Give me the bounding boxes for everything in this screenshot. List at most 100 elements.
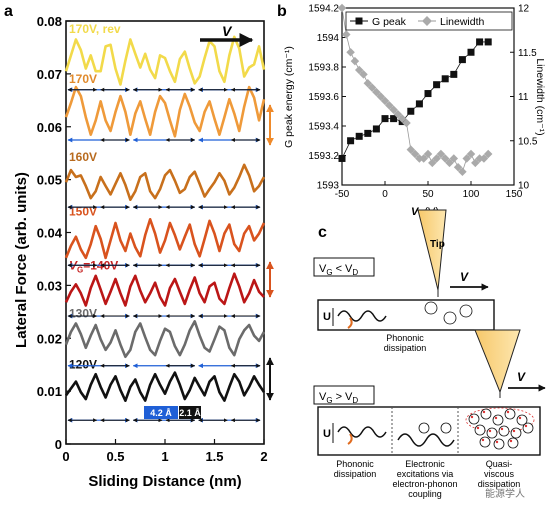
fluid-carrier-dot (494, 416, 498, 420)
regime-low-sub2: D (352, 268, 358, 277)
electronic-excitation-3: electron-phonon (392, 479, 457, 489)
linewidth-point (483, 149, 493, 159)
excited-electron-1 (418, 422, 430, 434)
gpeak-point (381, 115, 389, 123)
linewidth-point (466, 149, 476, 159)
spacing-box-2-1 (179, 406, 201, 419)
panel-b-ytick-right-label: 10 (518, 181, 530, 192)
linewidth-point (402, 118, 411, 128)
trace-label-0: 170V, rev (69, 22, 121, 36)
panel-a-ytick-label: 0.08 (37, 14, 62, 29)
legend-linewidth-label: Linewidth (440, 16, 485, 28)
linewidth-point (367, 83, 377, 92)
regime-low-v1: V (319, 263, 327, 275)
linewidth-point (479, 154, 489, 163)
fluid-carrier (493, 438, 505, 450)
panel-a: a Lateral Force (arb. units) Sliding Dis… (4, 3, 274, 490)
spacing-box-4-2 (144, 406, 178, 419)
carrier-1 (424, 301, 438, 315)
panel-a-xtick-label: 1 (161, 449, 168, 464)
fluid-carrier-dot (512, 429, 516, 433)
fluid-carrier-dot (524, 424, 528, 428)
linewidth-point (410, 149, 420, 159)
legend-gpeak-marker (355, 17, 363, 25)
fluid-carrier (468, 413, 480, 425)
excited-electron-2 (440, 422, 452, 434)
gpeak-point (338, 154, 346, 162)
trace-4 (64, 272, 265, 307)
panel-a-spacing-arrows (67, 87, 261, 423)
panel-b-xtick-label: 100 (463, 189, 480, 200)
afm-tip-bottom (474, 329, 521, 394)
gpeak-point (433, 81, 441, 89)
trace-3 (64, 217, 266, 260)
regime-label-high: VG > VD (319, 391, 358, 405)
fluid-carrier (492, 414, 504, 426)
series-line-1 (341, 7, 489, 173)
gpeak-point (467, 48, 475, 56)
panel-b-ytick-left-label: 1594 (317, 33, 340, 44)
gpeak-point (407, 107, 415, 115)
linewidth-point (462, 154, 471, 163)
linewidth-point (428, 158, 437, 168)
panel-b-ticks: -50 0 50 100 150 1594.2 1594 1593.8 1593.6 1593.4… (308, 4, 537, 201)
regime-high-sub2: D (352, 396, 358, 405)
fluid-carrier-dot (500, 427, 504, 431)
fluid-carrier (504, 408, 516, 420)
trace-0 (64, 35, 266, 86)
linewidth-point (363, 78, 373, 88)
linewidth-point (419, 154, 428, 163)
electronic-excitation-1: Electronic (405, 459, 445, 469)
regime-low-sub1: G (326, 268, 332, 277)
trace-label-sub: G (77, 266, 83, 275)
u-label-top: U (323, 311, 331, 323)
gpeak-point (355, 132, 363, 140)
panel-a-xtick-label: 2 (260, 449, 267, 464)
fluid-carrier-dot (518, 416, 522, 420)
phononic-dissipation-bottom-2: dissipation (334, 469, 377, 479)
panel-b-xtick-label: 0 (382, 189, 388, 200)
trace-1 (64, 85, 266, 138)
panel-b-xtick-label: 50 (422, 189, 434, 200)
fluid-carriers (468, 408, 534, 450)
trace-label-4: VG=140V (69, 259, 118, 275)
gpeak-point (372, 125, 380, 133)
carrier-3 (459, 304, 473, 318)
panel-b-letter: b (277, 3, 287, 20)
gpeak-point (450, 70, 458, 78)
panel-b-ytick-right-label: 12 (518, 4, 530, 15)
fluid-carrier-dot (488, 429, 492, 433)
linewidth-point (380, 96, 390, 106)
quasi-viscous-1: Quasi- (486, 459, 513, 469)
panel-b-ytick-left-label: 1594.2 (308, 4, 339, 15)
dissipation-squiggle-bottom (347, 433, 353, 445)
linewidth-point (354, 65, 364, 75)
phononic-dissipation-bottom-1: Phononic (336, 459, 374, 469)
linewidth-point (397, 114, 407, 123)
panel-c: c Tip V VG < VD U Phononic dissipation V V… (313, 209, 546, 500)
trace-label-6: 120V (69, 358, 97, 372)
panel-b-ylabel-right: Linewidth (cm⁻¹) (534, 58, 546, 135)
tip-label: Tip (430, 239, 445, 250)
regime-label-low: VG < VD (319, 263, 358, 277)
linewidth-point (432, 154, 441, 163)
fluid-carrier-dot (481, 438, 485, 442)
linewidth-point (389, 105, 398, 115)
panel-a-xlabel: Sliding Distance (nm) (88, 473, 241, 490)
linewidth-point (471, 158, 480, 168)
fluid-outline (465, 407, 535, 433)
panel-b-ytick-right-label: 10.5 (518, 136, 538, 147)
linewidth-point (359, 70, 368, 79)
fluid-carrier (510, 427, 522, 439)
electronic-excitation-4: coupling (408, 489, 442, 499)
panel-b-legend: G peak Linewidth (345, 11, 513, 31)
afm-tip-top (417, 209, 447, 291)
trace-label-2: 160V (69, 150, 97, 164)
linewidth-point (385, 101, 394, 110)
fluid-carrier (507, 437, 519, 449)
panel-b-ytick-left-label: 1593.4 (308, 122, 339, 133)
gpeak-point (441, 75, 449, 83)
linewidth-point (393, 109, 403, 119)
regime-low-rel: < (336, 263, 342, 275)
